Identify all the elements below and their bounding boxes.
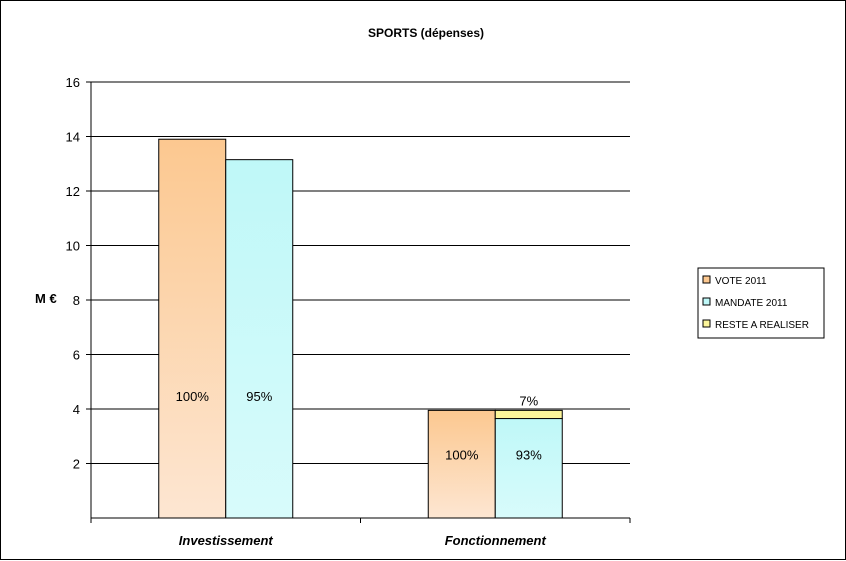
category-labels: Investissement Fonctionnement bbox=[179, 533, 547, 548]
legend-label-vote: VOTE 2011 bbox=[715, 276, 767, 287]
y-tick-label: 8 bbox=[73, 293, 80, 308]
y-tick-label: 4 bbox=[73, 402, 80, 417]
bar-mandate-0 bbox=[225, 159, 294, 519]
data-labels: 100% 95% 100% 93% 7% bbox=[176, 389, 543, 463]
y-tick-label: 6 bbox=[73, 348, 80, 363]
y-tick-label: 14 bbox=[66, 130, 80, 145]
y-tick-label: 16 bbox=[66, 75, 80, 90]
legend-swatch-vote bbox=[702, 275, 711, 284]
y-tick-labels: 2 4 6 8 10 12 14 16 bbox=[66, 75, 80, 472]
bar-vote-0 bbox=[158, 138, 227, 519]
bar-reste-1 bbox=[494, 409, 563, 420]
legend-label-reste: RESTE A REALISER bbox=[715, 320, 809, 331]
bar-mandate-1 bbox=[494, 418, 563, 519]
legend-swatch-reste bbox=[702, 319, 711, 328]
category-label-1: Fonctionnement bbox=[445, 533, 547, 548]
y-tick-label: 10 bbox=[66, 239, 80, 254]
data-label-mandate-0: 95% bbox=[246, 389, 272, 404]
data-label-vote-0: 100% bbox=[176, 389, 210, 404]
bars bbox=[158, 138, 563, 519]
category-label-0: Investissement bbox=[179, 533, 274, 548]
legend: VOTE 2011 MANDATE 2011 RESTE A REALISER bbox=[697, 267, 825, 339]
data-label-reste-1: 7% bbox=[519, 393, 538, 408]
chart-title: SPORTS (dépenses) bbox=[368, 26, 484, 40]
legend-swatch-mandate bbox=[702, 297, 711, 306]
data-label-mandate-1: 93% bbox=[516, 447, 542, 462]
legend-label-mandate: MANDATE 2011 bbox=[715, 298, 788, 309]
legend-box bbox=[697, 267, 825, 339]
data-label-vote-1: 100% bbox=[445, 447, 479, 462]
bar-vote-1 bbox=[427, 409, 496, 519]
y-axis-label: M € bbox=[35, 291, 57, 306]
y-tick-label: 12 bbox=[66, 184, 80, 199]
y-tick-label: 2 bbox=[73, 457, 80, 472]
